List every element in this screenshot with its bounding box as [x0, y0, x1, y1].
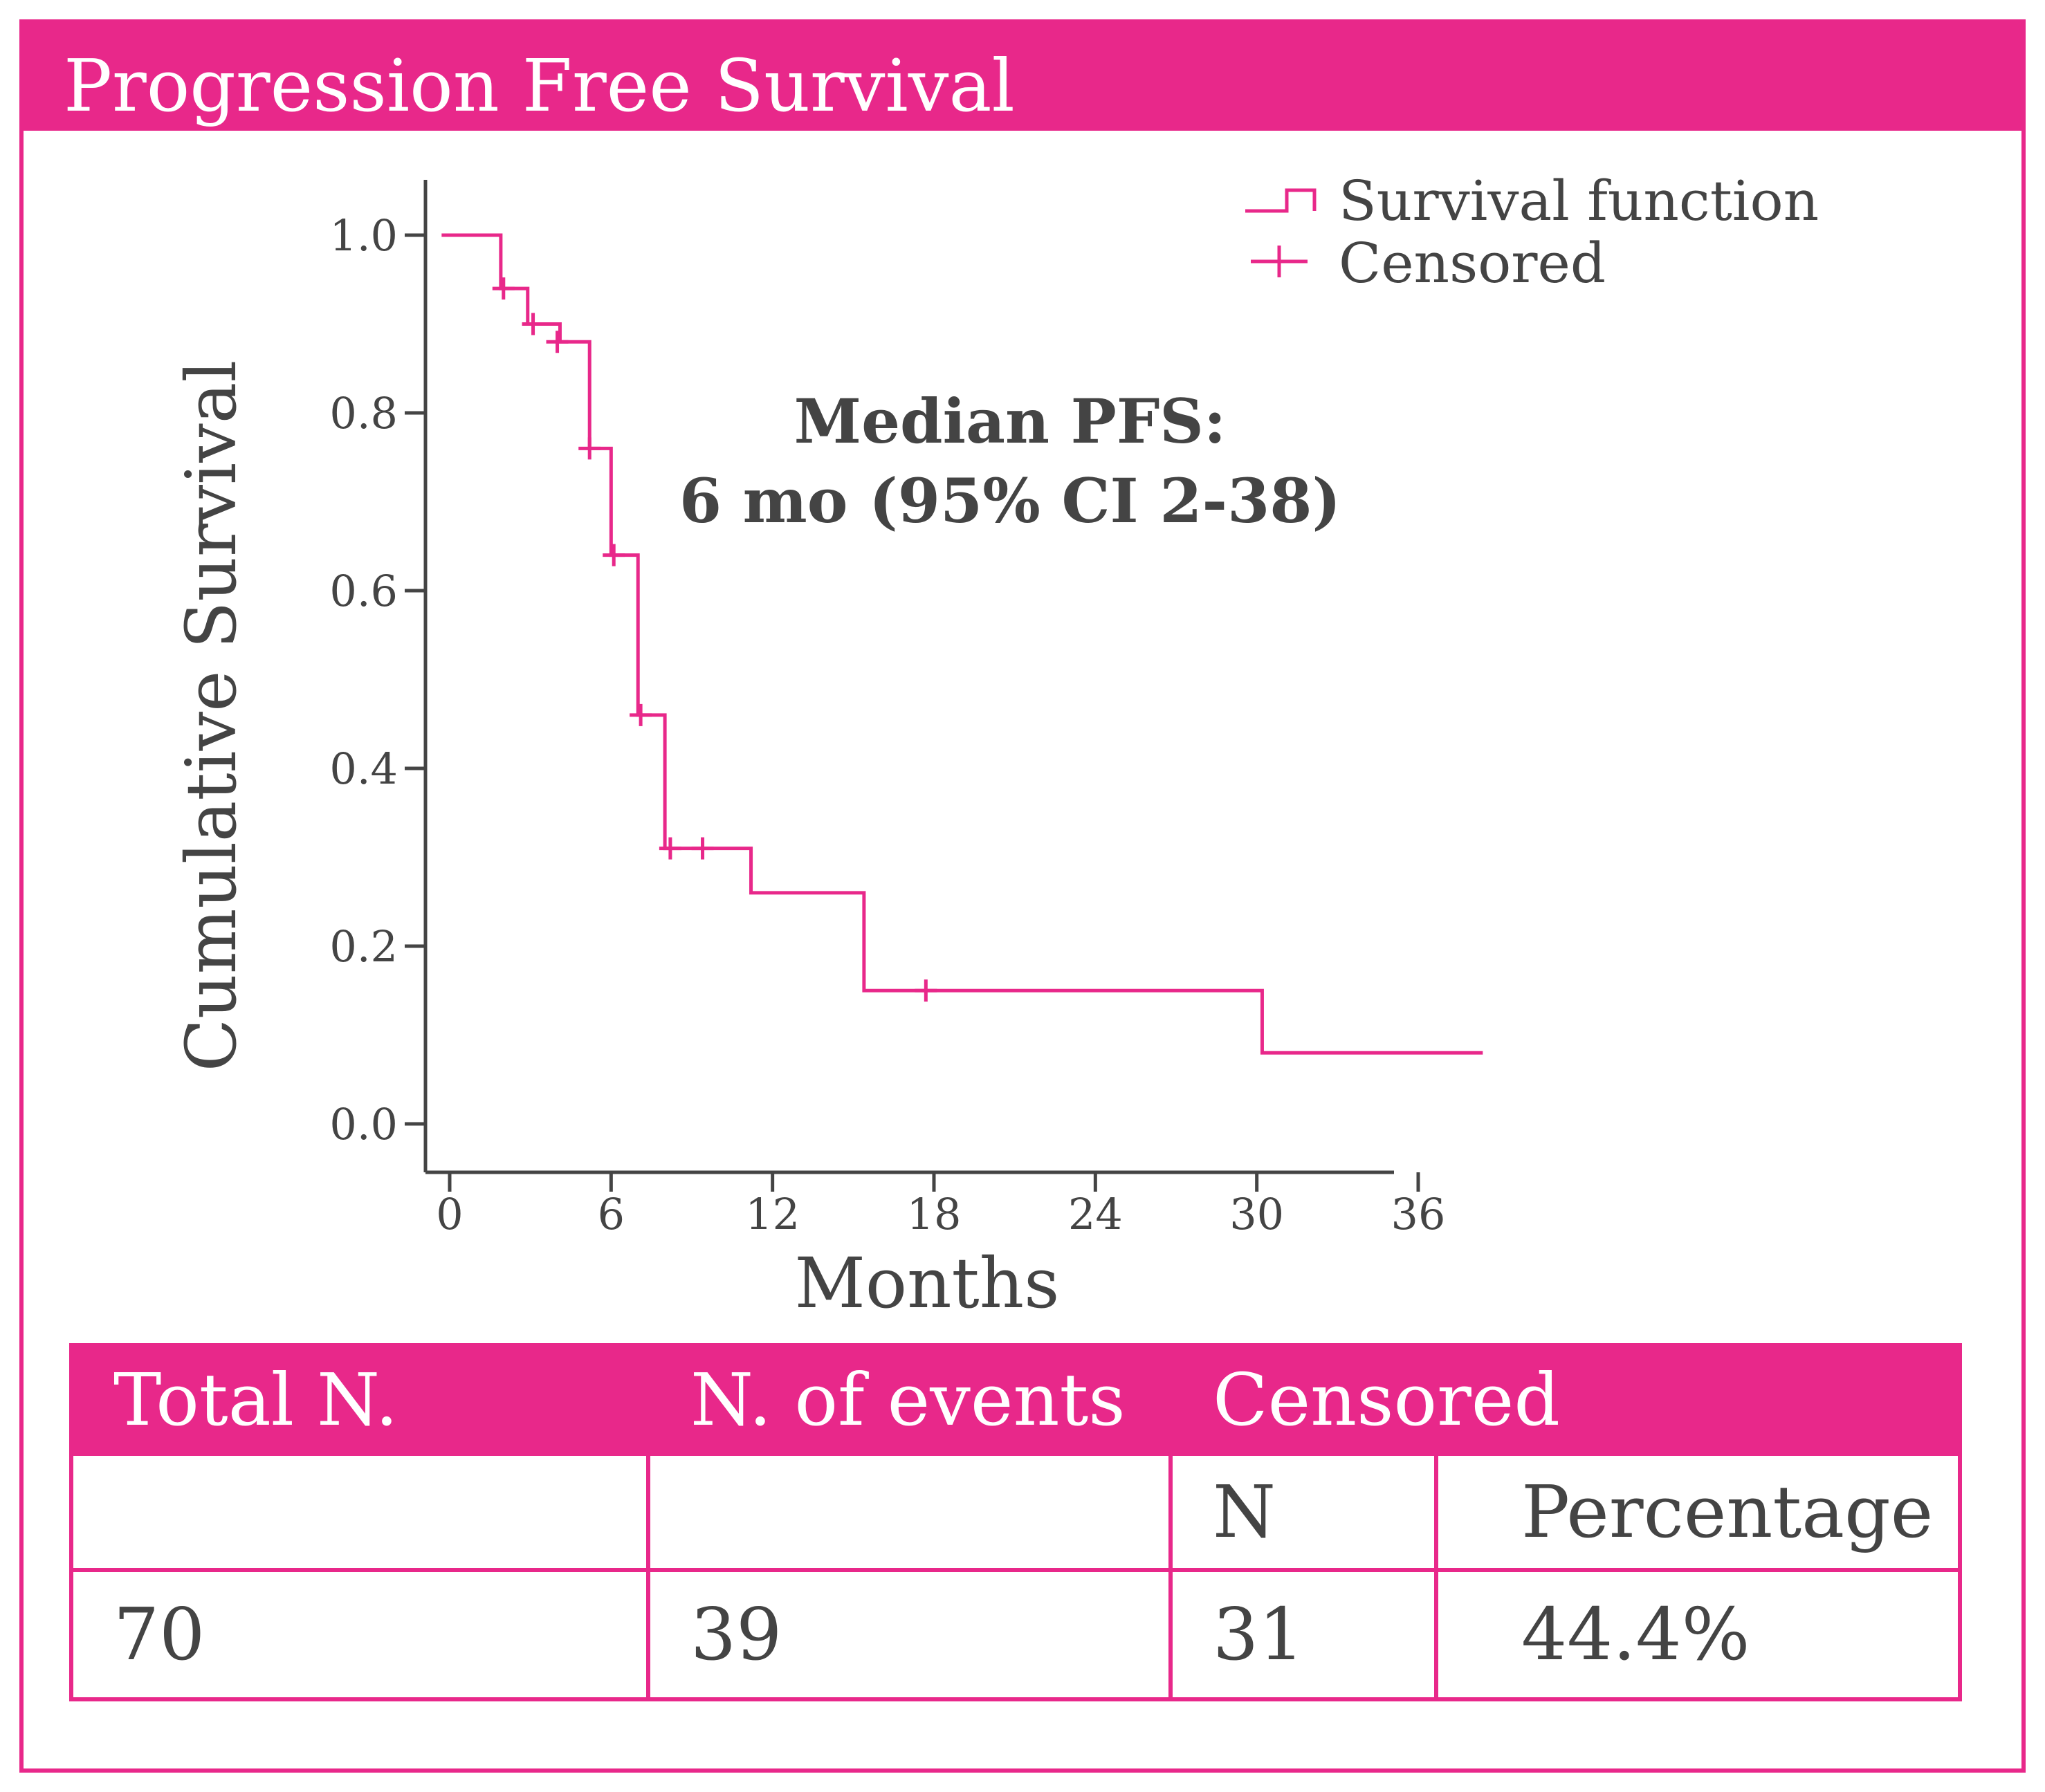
- table-row: 70 39 31 44.4%: [69, 1567, 1963, 1702]
- x-tick-label: 12: [745, 1189, 800, 1239]
- value-censored-pct: 44.4%: [1433, 1567, 1963, 1702]
- y-tick-label: 0.8: [329, 388, 398, 438]
- legend-step-symbol: [1245, 188, 1317, 213]
- summary-table: Total N. N. of events Censored N Percent…: [69, 1342, 1963, 1702]
- subheader-n: N: [1168, 1452, 1438, 1572]
- panel-header: Progression Free Survival: [24, 24, 2021, 131]
- subheader-percentage: Percentage: [1433, 1452, 1963, 1572]
- censored-mark: [603, 544, 625, 566]
- x-tick-label: 24: [1068, 1189, 1123, 1239]
- y-tick-label: 0.4: [329, 743, 398, 794]
- censored-mark: [492, 277, 515, 300]
- x-tick-label: 30: [1229, 1189, 1284, 1239]
- subheader-empty-events: [646, 1452, 1173, 1572]
- panel-title: Progression Free Survival: [64, 44, 1015, 128]
- censored-mark: [630, 703, 652, 726]
- axes-layer: 0.0 0.2 0.4 0.6 0.8 1.0 0 6 12 18 24 30 36: [329, 180, 1445, 1239]
- y-axis-label: Cumulative Survival: [171, 360, 252, 1072]
- y-tick-label: 0.2: [329, 921, 398, 972]
- x-axis-label: Months: [795, 1243, 1060, 1324]
- censored-mark: [546, 331, 569, 353]
- x-tick-label: 36: [1391, 1189, 1446, 1239]
- x-tick-label: 18: [907, 1189, 962, 1239]
- y-tick-label: 0.0: [329, 1099, 398, 1149]
- series-layer: [441, 233, 1483, 1055]
- header-censored: Censored: [1168, 1342, 1963, 1457]
- x-tick-label: 0: [436, 1189, 463, 1239]
- header-total: Total N.: [69, 1342, 650, 1457]
- header-events: N. of events: [646, 1342, 1173, 1457]
- survival-function-line: [441, 233, 1483, 1055]
- censored-mark: [915, 979, 937, 1002]
- y-tick-label: 1.0: [329, 210, 398, 261]
- censored-mark: [578, 437, 601, 460]
- table-subheader-row: N Percentage: [69, 1452, 1963, 1572]
- censored-mark: [659, 837, 681, 860]
- median-pfs-value: 6 mo (95% CI 2-38): [679, 465, 1341, 537]
- legend-entry-survival: Survival function: [1339, 169, 1819, 233]
- censored-mark: [691, 837, 714, 860]
- x-tick-label: 6: [598, 1189, 625, 1239]
- value-total: 70: [69, 1567, 650, 1702]
- median-pfs-label: Median PFS:: [794, 385, 1227, 457]
- legend-entry-censored: Censored: [1339, 231, 1606, 295]
- subheader-empty-total: [69, 1452, 650, 1572]
- km-chart: 0.0 0.2 0.4 0.6 0.8 1.0 0 6 12 18 24 30 36 Survival …: [171, 169, 1819, 1324]
- y-tick-label: 0.6: [329, 566, 398, 616]
- value-events: 39: [646, 1567, 1173, 1702]
- value-censored-n: 31: [1168, 1567, 1438, 1702]
- censored-mark: [522, 313, 544, 335]
- table-header-row: Total N. N. of events Censored: [69, 1342, 1963, 1457]
- legend-plus-symbol: [1251, 246, 1308, 277]
